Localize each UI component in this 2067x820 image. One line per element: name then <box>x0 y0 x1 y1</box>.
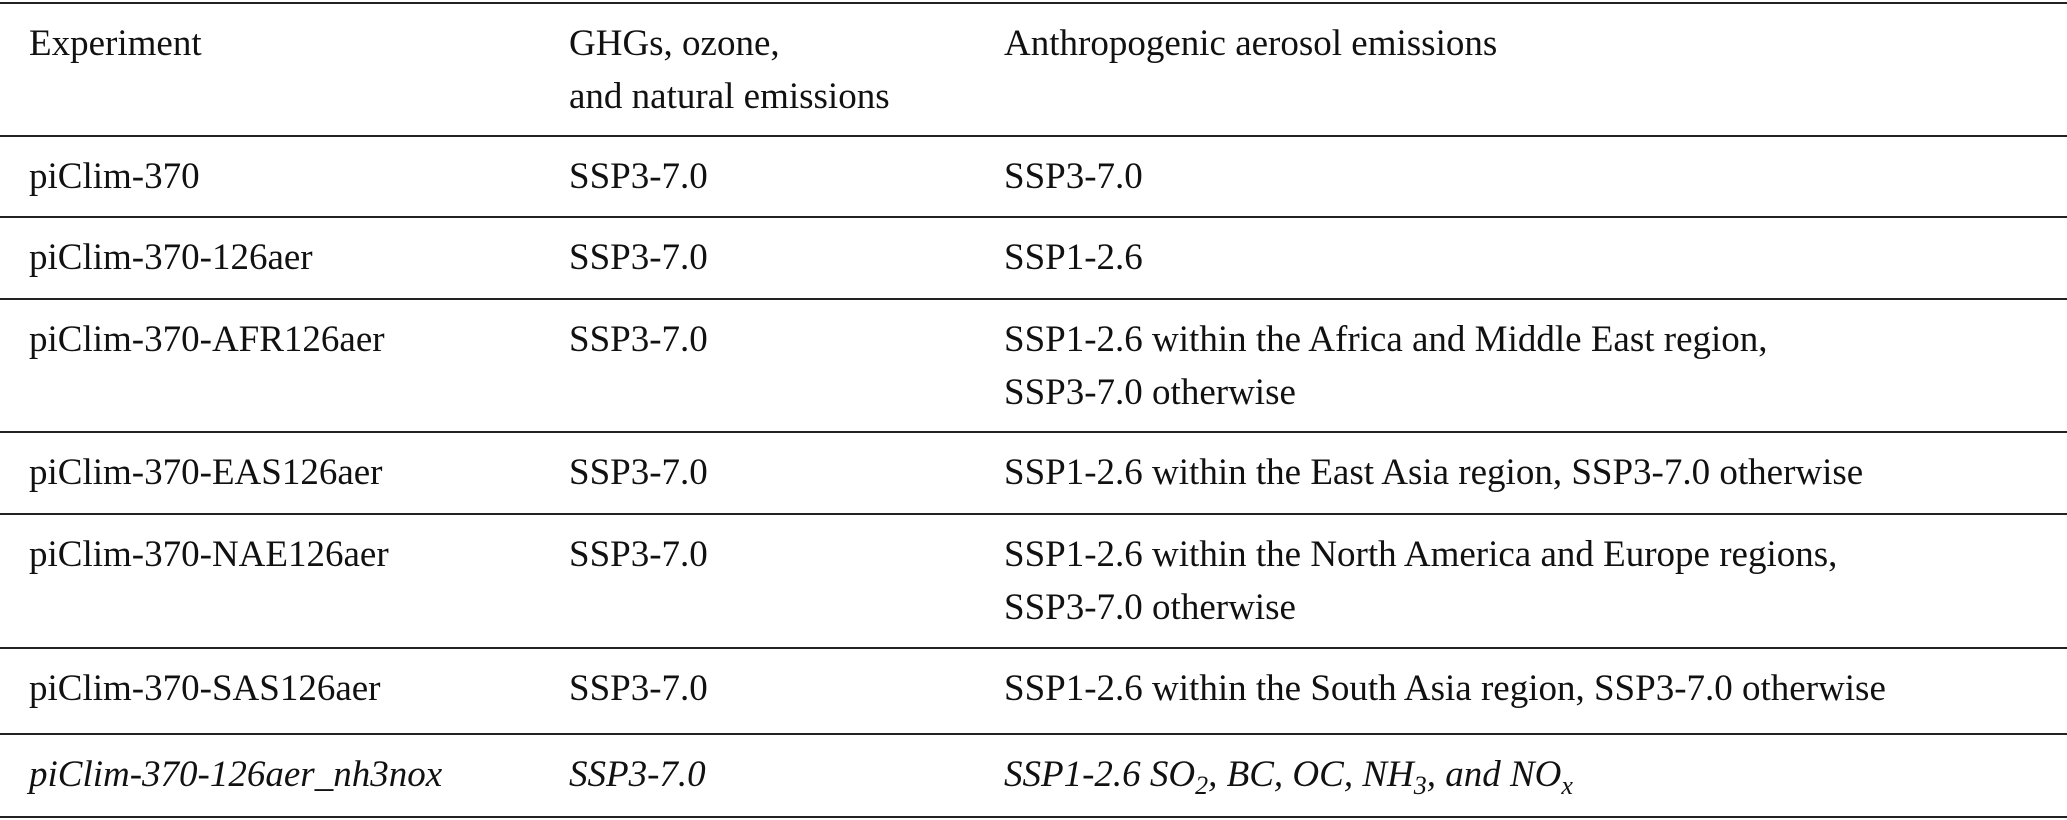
cell-line: Experiment <box>29 23 202 64</box>
row-rule <box>0 513 2067 515</box>
table-cell: SSP1-2.6 SO2, BC, OC, NH3, and NOx <box>1004 748 1573 801</box>
row-rule <box>0 647 2067 649</box>
cell-line: SSP3-7.0 <box>569 319 708 360</box>
cell-line: piClim-370-AFR126aer <box>29 319 385 360</box>
table-cell: SSP3-7.0 <box>569 662 708 715</box>
subscript: 3 <box>1413 771 1427 800</box>
table-cell: SSP3-7.0 <box>569 313 708 366</box>
table-cell: SSP1-2.6 within the South Asia region, S… <box>1004 662 1886 715</box>
table-cell: piClim-370-SAS126aer <box>29 662 380 715</box>
cell-line: Anthropogenic aerosol emissions <box>1004 23 1498 64</box>
table-cell: SSP3-7.0 <box>569 150 708 203</box>
table-cell: piClim-370 <box>29 150 200 203</box>
table-cell: SSP3-7.0 <box>569 446 708 499</box>
header-cell: Anthropogenic aerosol emissions <box>1004 17 1497 70</box>
cell-line: SSP3-7.0 <box>569 668 708 709</box>
cell-line: piClim-370 <box>29 156 200 197</box>
table-cell: piClim-370-126aer <box>29 231 313 284</box>
cell-line: SSP1-2.6 <box>1004 237 1143 278</box>
text-run: , and NO <box>1426 754 1562 795</box>
cell-line: GHGs, ozone, <box>569 23 780 64</box>
subscript: x <box>1561 771 1573 800</box>
table-cell: SSP1-2.6 within the East Asia region, SS… <box>1004 446 1863 499</box>
table-cell: SSP3-7.0 <box>569 528 708 581</box>
cell-line: SSP1-2.6 within the South Asia region, S… <box>1004 668 1886 709</box>
table-cell: SSP3-7.0 <box>569 748 706 801</box>
header-rule <box>0 135 2067 137</box>
cell-line: SSP3-7.0 <box>569 452 708 493</box>
row-rule <box>0 816 2067 818</box>
table-cell: piClim-370-126aer_nh3nox <box>29 748 442 801</box>
cell-line: piClim-370-126aer_nh3nox <box>29 754 443 795</box>
cell-line: SSP3-7.0 <box>1004 156 1143 197</box>
subscript: 2 <box>1195 771 1209 800</box>
table-cell: piClim-370-EAS126aer <box>29 446 383 499</box>
text-run: , BC, OC, NH <box>1208 754 1414 795</box>
row-rule <box>0 733 2067 735</box>
cell-line: SSP1-2.6 SO2, BC, OC, NH3, and NOx <box>1004 748 1573 801</box>
cell-line: SSP3-7.0 otherwise <box>1004 587 1296 628</box>
cell-line: piClim-370-SAS126aer <box>29 668 381 709</box>
cell-line: SSP1-2.6 within the North America and Eu… <box>1004 534 1838 575</box>
table-cell: SSP3-7.0 <box>569 231 708 284</box>
table-cell: piClim-370-AFR126aer <box>29 313 385 366</box>
cell-line: piClim-370-126aer <box>29 237 313 278</box>
row-rule <box>0 431 2067 433</box>
header-cell: Experiment <box>29 17 202 70</box>
header-cell: GHGs, ozone, and natural emissions <box>569 17 890 123</box>
cell-line: SSP1-2.6 within the Africa and Middle Ea… <box>1004 319 1768 360</box>
table-cell: piClim-370-NAE126aer <box>29 528 389 581</box>
table-cell: SSP1-2.6 within the North America and Eu… <box>1004 528 1837 634</box>
cell-line: SSP3-7.0 <box>569 156 708 197</box>
text-run: SSP1-2.6 SO <box>1004 754 1196 795</box>
top-rule <box>0 2 2067 4</box>
cell-line: SSP3-7.0 <box>569 237 708 278</box>
cell-line: and natural emissions <box>569 76 890 117</box>
cell-line: SSP1-2.6 within the East Asia region, SS… <box>1004 452 1864 493</box>
table-cell: SSP1-2.6 within the Africa and Middle Ea… <box>1004 313 1768 419</box>
row-rule <box>0 216 2067 218</box>
table-cell: SSP1-2.6 <box>1004 231 1143 284</box>
cell-line: SSP3-7.0 otherwise <box>1004 372 1296 413</box>
cell-line: piClim-370-EAS126aer <box>29 452 383 493</box>
cell-line: SSP3-7.0 <box>569 534 708 575</box>
row-rule <box>0 298 2067 300</box>
table-cell: SSP3-7.0 <box>1004 150 1143 203</box>
cell-line: piClim-370-NAE126aer <box>29 534 389 575</box>
cell-line: SSP3-7.0 <box>569 754 706 795</box>
